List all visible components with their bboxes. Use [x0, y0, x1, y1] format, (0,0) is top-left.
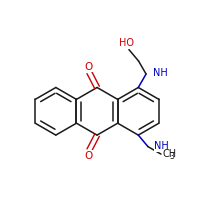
Text: NH: NH [153, 68, 168, 78]
Text: O: O [84, 151, 92, 161]
Text: HO: HO [119, 38, 134, 48]
Text: O: O [84, 62, 92, 72]
Text: 3: 3 [170, 152, 175, 161]
Text: CH: CH [162, 148, 176, 159]
Text: NH: NH [154, 141, 169, 151]
